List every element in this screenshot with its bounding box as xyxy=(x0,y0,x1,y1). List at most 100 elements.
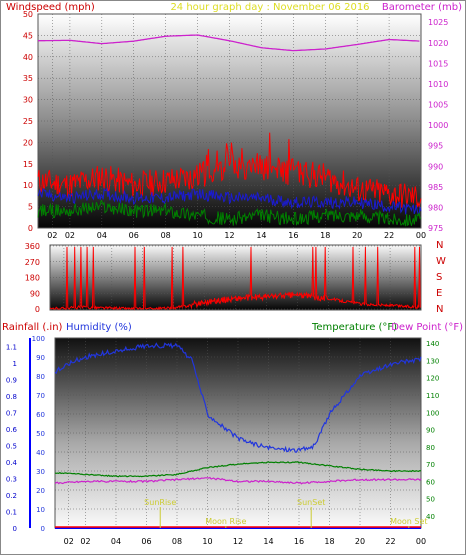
rainfall-tick-label: 1.1 xyxy=(6,343,17,351)
x-tick-label: 00 xyxy=(416,537,426,546)
dewpoint-line xyxy=(54,476,422,485)
astro-label: SunSet xyxy=(297,498,325,507)
astro-label: Moon Rise xyxy=(205,517,246,526)
barometer-tick-label: 1010 xyxy=(428,80,448,89)
barometer-tick-label: 995 xyxy=(428,142,443,151)
windspeed-axis-title: Windspeed (mph) xyxy=(6,2,95,13)
x-tick-label: 08 xyxy=(172,537,182,546)
windspeed-tick-label: 5 xyxy=(28,203,33,212)
rainfall-tick-labels: 0 0.1 0.2 0.3 0.4 0.5 0.6 0.7 0.8 0.9 1 1.1 xyxy=(6,338,31,533)
x-tick-label: 08 xyxy=(161,231,171,240)
rainfall-tick-label: 0.6 xyxy=(6,426,18,434)
barometer-tick-label: 980 xyxy=(428,203,443,212)
temperature-tick-labels: 40 50 60 70 80 90 100 110 120 130 140 xyxy=(426,340,439,521)
temperature-tick-label: 110 xyxy=(426,392,439,400)
wind-gust-line xyxy=(37,132,422,208)
direction-tick-label: 90 xyxy=(30,289,40,298)
compass-label: N xyxy=(436,304,443,315)
humidity-tick-label: 60 xyxy=(36,411,45,419)
windspeed-tick-label: 10 xyxy=(23,181,33,190)
compass-label: W xyxy=(436,256,446,267)
temperature-tick-label: 50 xyxy=(426,496,435,504)
astro-annotations: SunRise SunSet Moon Rise Moon Set xyxy=(144,498,428,528)
rainfall-axis-title: Rainfall (.in) xyxy=(2,322,63,333)
windspeed-tick-label: 50 xyxy=(23,10,33,19)
barometer-tick-label: 1025 xyxy=(428,18,448,27)
x-tick-label: 02 xyxy=(64,537,74,546)
temperature-tick-label: 60 xyxy=(426,478,435,486)
graph-title: 24 hour graph day : November 06 2016 xyxy=(170,2,369,13)
windspeed-tick-label: 45 xyxy=(23,31,33,40)
rainfall-tick-label: 0.1 xyxy=(6,508,17,516)
windspeed-tick-label: 40 xyxy=(23,53,33,62)
humidity-tick-label: 20 xyxy=(36,487,45,495)
wind-panel-grid xyxy=(38,13,422,229)
barometer-tick-label: 990 xyxy=(428,162,443,171)
lower-x-tick-labels: 02 02 04 06 08 10 12 14 16 18 20 22 00 xyxy=(64,537,426,546)
windspeed-tick-label: 30 xyxy=(23,96,33,105)
x-tick-label: 10 xyxy=(192,231,202,240)
direction-tick-label: 360 xyxy=(25,242,40,251)
compass-label: N xyxy=(436,240,443,251)
x-tick-label: 02 xyxy=(65,231,75,240)
direction-tick-label: 180 xyxy=(25,274,40,283)
x-tick-label: 12 xyxy=(224,231,234,240)
x-tick-label: 02 xyxy=(47,231,57,240)
x-tick-label: 04 xyxy=(111,537,121,546)
temperature-tick-label: 120 xyxy=(426,375,439,383)
temperature-tick-label: 130 xyxy=(426,357,439,365)
x-tick-label: 16 xyxy=(294,537,304,546)
compass-label: E xyxy=(436,288,442,299)
temperature-tick-label: 140 xyxy=(426,340,439,348)
humidity-tick-label: 50 xyxy=(36,430,45,438)
barometer-tick-label: 1000 xyxy=(428,121,448,130)
windspeed-tick-label: 25 xyxy=(23,117,33,126)
direction-tick-label: 270 xyxy=(25,258,40,267)
barometer-tick-labels: 975 980 985 990 995 1000 1005 1010 1015 1020 1025 xyxy=(428,18,448,233)
direction-line xyxy=(49,246,421,311)
barometer-tick-label: 975 xyxy=(428,224,443,233)
barometer-tick-label: 985 xyxy=(428,183,443,192)
temperature-line xyxy=(54,461,422,478)
direction-tick-labels: 0 90 180 270 360 xyxy=(25,242,40,314)
humidity-tick-label: 0 xyxy=(41,525,45,533)
x-tick-label: 22 xyxy=(384,231,394,240)
humidity-tick-labels: 0 10 20 30 40 50 60 70 80 90 100 xyxy=(32,335,45,533)
humidity-tick-label: 30 xyxy=(36,468,45,476)
direction-tick-label: 0 xyxy=(35,305,40,314)
humidity-line xyxy=(54,342,422,453)
humidity-tick-label: 70 xyxy=(36,392,45,400)
temperature-tick-label: 100 xyxy=(426,409,439,417)
humidity-tick-label: 90 xyxy=(36,354,45,362)
x-tick-label: 04 xyxy=(97,231,107,240)
x-tick-label: 00 xyxy=(416,231,426,240)
temperature-tick-label: 40 xyxy=(426,513,435,521)
compass-label: S xyxy=(436,272,442,283)
rainfall-tick-label: 0.9 xyxy=(6,376,17,384)
wind-x-tick-labels: 02 02 04 06 08 10 12 14 16 18 20 22 00 xyxy=(47,231,426,240)
rainfall-tick-label: 0.2 xyxy=(6,492,17,500)
humidity-tick-label: 10 xyxy=(36,506,45,514)
x-tick-label: 14 xyxy=(256,231,266,240)
barometer-axis-title: Barometer (mb) xyxy=(382,2,462,13)
x-tick-label: 22 xyxy=(385,537,395,546)
x-tick-label: 06 xyxy=(129,231,139,240)
windspeed-tick-label: 20 xyxy=(23,138,33,147)
rainfall-tick-label: 0.8 xyxy=(6,393,17,401)
humidity-tick-label: 100 xyxy=(32,335,45,343)
x-tick-label: 18 xyxy=(320,231,330,240)
windspeed-tick-label: 15 xyxy=(23,160,33,169)
x-tick-label: 06 xyxy=(141,537,151,546)
rainfall-tick-label: 0.5 xyxy=(6,442,17,450)
windspeed-tick-label: 0 xyxy=(28,224,33,233)
humidity-axis-title: Humidity (%) xyxy=(66,322,132,333)
humidity-tick-label: 80 xyxy=(36,373,45,381)
barometer-tick-label: 1020 xyxy=(428,39,448,48)
temperature-tick-label: 90 xyxy=(426,427,435,435)
astro-label: Moon Set xyxy=(390,517,427,526)
rainfall-tick-label: 0.7 xyxy=(6,409,17,417)
x-tick-label: 02 xyxy=(80,537,90,546)
x-tick-label: 14 xyxy=(263,537,273,546)
